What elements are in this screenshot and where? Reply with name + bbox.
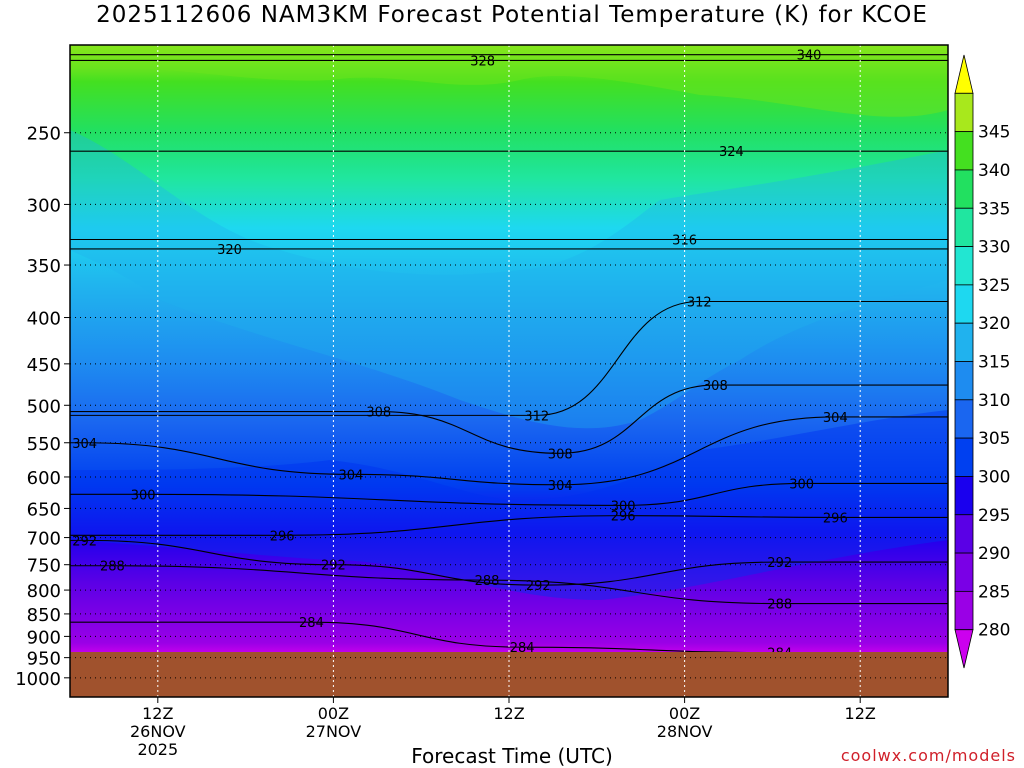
- colorbar-cell: [954, 54, 974, 94]
- contour-304: [70, 416, 948, 486]
- contour-label: 304: [823, 411, 848, 426]
- y-tick-label: 300: [27, 195, 61, 216]
- colorbar-label: 335: [978, 199, 1010, 219]
- contour-label: 304: [72, 437, 97, 452]
- y-tick-label: 900: [27, 627, 61, 648]
- y-tick-label: 950: [27, 649, 61, 670]
- colorbar: 280 285 290 295 300 305 310 315 320 325 330 335 340 3…: [954, 54, 1010, 669]
- contour-label: 296: [611, 510, 636, 525]
- colorbar-label: 320: [978, 314, 1010, 334]
- contour-label: 312: [687, 295, 712, 310]
- contour-label: 288: [767, 598, 792, 613]
- colorbar-cell: [954, 131, 974, 171]
- isentrope-contours: [70, 54, 948, 654]
- y-tick-label: 700: [27, 529, 61, 550]
- y-tick-label: 750: [27, 556, 61, 577]
- colorbar-cell: [954, 92, 974, 133]
- pressure-axis: 2503003504004505005506006507007508008509…: [15, 124, 70, 690]
- colorbar-label: 310: [978, 391, 1010, 411]
- colorbar-cell: [954, 476, 974, 516]
- colorbar-cell: [954, 322, 974, 362]
- colorbar-label: 300: [978, 467, 1010, 487]
- y-tick-label: 850: [27, 605, 61, 626]
- contour-label: 292: [72, 534, 97, 549]
- colorbar-cell: [954, 207, 974, 247]
- contour-label: 300: [131, 488, 156, 503]
- y-tick-label: 800: [27, 581, 61, 602]
- colorbar-label: 330: [978, 238, 1010, 258]
- x-tick-label: 00Z: [318, 704, 349, 723]
- colorbar-cell: [954, 437, 974, 477]
- x-tick-date: 2025: [137, 740, 178, 759]
- contour-label: 312: [524, 409, 549, 424]
- x-tick-label: 12Z: [845, 704, 876, 723]
- contour-label: 308: [366, 406, 391, 421]
- contour-label: 288: [475, 574, 500, 589]
- contour-label: 300: [789, 477, 814, 492]
- ground-surface: [70, 652, 948, 697]
- y-tick-label: 500: [27, 396, 61, 417]
- time-gridlines: [157, 45, 861, 697]
- contour-label: 324: [719, 145, 744, 160]
- contour-label: 308: [703, 379, 728, 394]
- x-tick-label: 12Z: [142, 704, 173, 723]
- contour-label: 284: [299, 616, 324, 631]
- contour-label: 288: [100, 560, 125, 575]
- colorbar-label: 340: [978, 161, 1010, 181]
- colorbar-cell: [954, 552, 974, 592]
- contour-312: [70, 300, 948, 416]
- contour-300: [70, 482, 948, 506]
- contour-label: 300: [611, 499, 636, 514]
- contour-label: 292: [526, 579, 551, 594]
- colorbar-cell: [954, 169, 974, 209]
- colorbar-cell: [954, 399, 974, 439]
- contour-label: 292: [767, 556, 792, 571]
- colorbar-label: 290: [978, 544, 1010, 564]
- contour-label: 304: [548, 479, 573, 494]
- y-tick-label: 550: [27, 434, 61, 455]
- colorbar-cell: [954, 590, 974, 631]
- contour-label: 328: [470, 54, 495, 69]
- y-tick-label: 600: [27, 468, 61, 489]
- colorbar-cell: [954, 246, 974, 286]
- contour-label: 320: [217, 243, 242, 258]
- contour-288: [70, 565, 948, 605]
- chart-title: 2025112606 NAM3KM Forecast Potential Tem…: [96, 2, 928, 28]
- contour-label: 340: [797, 49, 822, 64]
- x-tick-label: 12Z: [493, 704, 524, 723]
- x-tick-label: 00Z: [669, 704, 700, 723]
- contour-label: 308: [548, 447, 573, 462]
- colorbar-label: 315: [978, 353, 1010, 373]
- x-tick-date: 28NOV: [657, 722, 713, 741]
- y-tick-label: 350: [27, 256, 61, 277]
- colorbar-label: 285: [978, 582, 1010, 602]
- contour-label: 304: [339, 468, 364, 483]
- colorbar-label: 305: [978, 429, 1010, 449]
- contour-label: 296: [823, 511, 848, 526]
- y-tick-label: 450: [27, 355, 61, 376]
- credit-link[interactable]: coolwx.com/models: [840, 746, 1016, 765]
- y-tick-label: 250: [27, 124, 61, 145]
- colorbar-cell: [954, 284, 974, 324]
- colorbar-label: 295: [978, 506, 1010, 526]
- x-tick-date: 26NOV: [130, 722, 186, 741]
- colorbar-label: 345: [978, 123, 1010, 143]
- colorbar-cell: [954, 361, 974, 401]
- colorbar-label: 280: [978, 621, 1010, 641]
- x-tick-date: 27NOV: [306, 722, 362, 741]
- x-axis-title: Forecast Time (UTC): [411, 744, 613, 768]
- y-tick-label: 400: [27, 309, 61, 330]
- y-tick-label: 1000: [15, 669, 61, 690]
- contour-label: 296: [270, 529, 295, 544]
- contour-296: [70, 515, 948, 536]
- colorbar-cell: [954, 629, 974, 669]
- colorbar-label: 325: [978, 276, 1010, 296]
- colorbar-cell: [954, 514, 974, 554]
- y-tick-label: 650: [27, 499, 61, 520]
- contour-308: [70, 384, 948, 454]
